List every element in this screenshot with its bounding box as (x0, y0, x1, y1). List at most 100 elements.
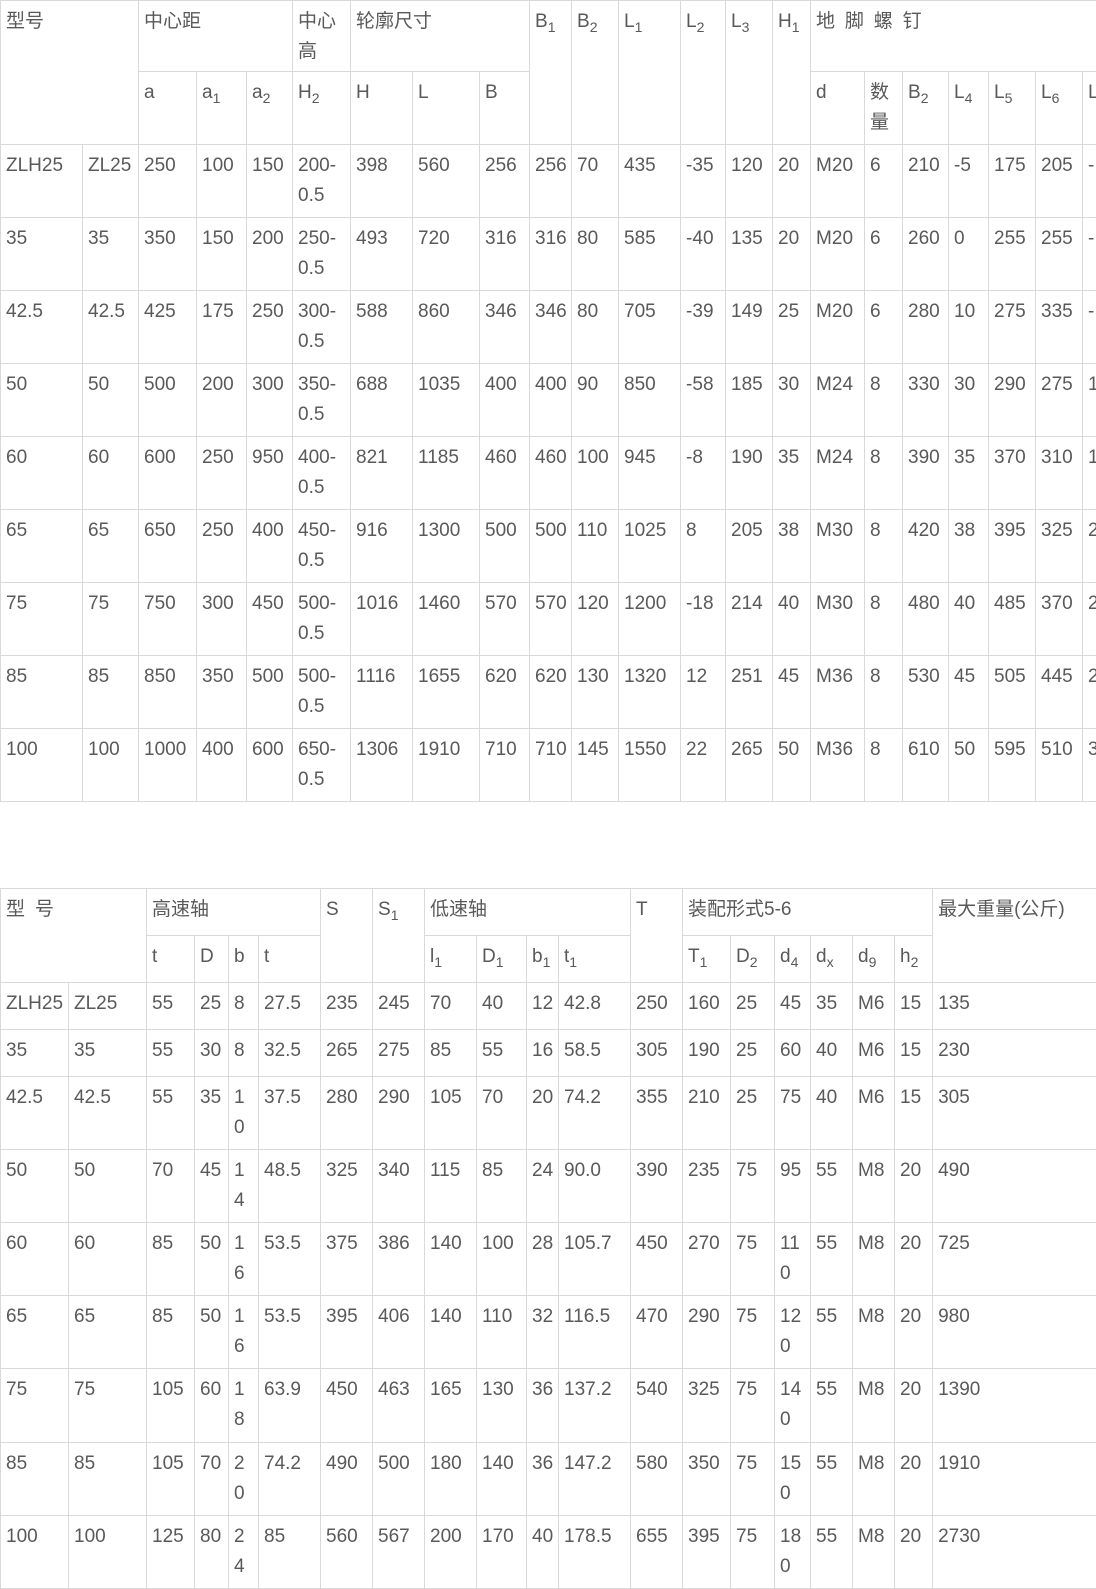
main-header-cell: 地 脚 螺 钉 (810, 0, 1096, 73)
subscript: x (826, 954, 834, 971)
table_main-cell-l: 1460 (412, 582, 481, 657)
table_main-cell-l1: 585 (618, 217, 682, 292)
table_shaft-cell-a: 35 (0, 1029, 69, 1078)
table_shaft-cell-t1: 190 (682, 1029, 732, 1078)
table_main-cell-cell: 8 (864, 436, 904, 511)
table_main-cell-b1: 400 (529, 363, 573, 438)
table_shaft-cell-cell: 135 (932, 982, 1096, 1031)
table_shaft-cell-b1: 20 (526, 1076, 560, 1151)
table_main-cell-cell: 8 (864, 582, 904, 657)
table_shaft-cell-t: 305 (630, 1029, 684, 1078)
table_main-cell-d: M20 (810, 144, 866, 219)
table_main-cell-l6: 335 (1035, 290, 1084, 365)
table_shaft-cell-t: 250 (630, 982, 684, 1031)
table_main-cell-b: 570 (479, 582, 531, 657)
table_main-cell-d: M30 (810, 509, 866, 584)
table_shaft-cell-t: 55 (146, 1076, 195, 1151)
table-row: ZLH25 ZL25 250 100 150 200-0.5 398 560 256 256 70 4… (0, 144, 1096, 219)
table_shaft-cell-b: 35 (68, 1029, 147, 1078)
table_main-cell-h: 493 (350, 217, 414, 292)
table_shaft-cell-d9: M8 (852, 1514, 896, 1589)
shaft-subheader-d2: D2 (730, 935, 776, 984)
table_main-cell-b2-foot: 610 (902, 728, 950, 803)
main-subheader-h2: H2 (292, 71, 352, 146)
table_shaft-cell-d1: 40 (476, 982, 528, 1031)
main-header-l3: L3 (725, 0, 774, 146)
table_main-cell-cell: 8 (864, 363, 904, 438)
shaft-header-row-top: 型 号高速轴 S S1 低速轴 T 装配形式5-6 最大重量(公斤) (0, 888, 1096, 984)
table_main-cell-a1: 350 (196, 655, 248, 730)
table_main-cell-cell: 6 (864, 144, 904, 219)
table_main-cell-h: 1116 (350, 655, 414, 730)
table_shaft-cell-t: 105 (146, 1368, 195, 1443)
table_main-cell-h1: 45 (772, 655, 812, 730)
table_shaft-cell-s1: 290 (372, 1076, 426, 1151)
table_main-cell-h: 398 (350, 144, 414, 219)
table_main-cell-b: 460 (479, 436, 531, 511)
table_shaft-cell-d1: 140 (476, 1441, 528, 1516)
subscript: 1 (791, 18, 800, 35)
table_shaft-cell-b: 8 (228, 1029, 259, 1078)
table_shaft-cell-l1: 200 (424, 1514, 478, 1589)
table_shaft-cell-d4: 75 (774, 1076, 812, 1151)
table_main-cell-l6: 255 (1035, 217, 1084, 292)
table-row: 42.5 42.5 55 35 10 37.5 280 290 105 70 20 74.2 355 21… (0, 1076, 1096, 1151)
table_shaft-cell-d4: 45 (774, 982, 812, 1031)
table_main-cell-l: 1300 (412, 509, 481, 584)
table-row: 42.5 42.5 425 175 250 300-0.5 588 860 346 346 80 70… (0, 290, 1096, 365)
table_main-cell-cell: 8 (864, 509, 904, 584)
table_main-cell-d: M20 (810, 217, 866, 292)
table_shaft-cell-t1: 270 (682, 1222, 732, 1297)
table_shaft-cell-dx: 55 (810, 1441, 854, 1516)
shaft-header-5-6: 装配形式5-6 (682, 888, 934, 937)
subscript: 1 (495, 954, 504, 971)
shaft-subheader-d: D (194, 935, 229, 984)
table_shaft-cell-d1: 110 (476, 1295, 528, 1370)
table_main-cell-h2: 400-0.5 (292, 436, 352, 511)
table_shaft-cell-t1: 210 (682, 1076, 732, 1151)
table_main-cell-b: 85 (81, 655, 140, 730)
table_shaft-cell-s1: 275 (372, 1029, 426, 1078)
table_main-cell-b: 256 (479, 144, 531, 219)
table_shaft-cell-b1: 32 (526, 1295, 560, 1370)
table_main-cell-l4: 0 (948, 217, 990, 292)
table_shaft-cell-d9: M6 (852, 982, 896, 1031)
table_main-cell-l6: 310 (1035, 436, 1084, 511)
table_shaft-cell-d9: M8 (852, 1149, 896, 1224)
table_main-cell-h: 821 (350, 436, 414, 511)
table_shaft-cell-s1: 340 (372, 1149, 426, 1224)
table_shaft-cell-t-2: 37.5 (257, 1076, 322, 1151)
table_main-cell-l: 560 (412, 144, 481, 219)
table_shaft-cell-a: 50 (0, 1149, 69, 1224)
table_main-cell-l5: 370 (988, 436, 1037, 511)
table_main-cell-l7: 180 (1082, 436, 1096, 511)
table_main-cell-l3: 205 (725, 509, 774, 584)
main-subheader-b2: B2 (902, 71, 950, 146)
table_shaft-cell-dx: 40 (810, 1029, 854, 1078)
table_main-cell-a2: 200 (246, 217, 294, 292)
subscript: 2 (920, 89, 929, 106)
shaft-subheader-l1: l1 (424, 935, 478, 984)
table_main-cell-l1: 1320 (618, 655, 682, 730)
table_main-cell-l7: - (1082, 144, 1096, 219)
table_shaft-cell-d2: 25 (730, 982, 776, 1031)
shaft-subheader-t: t (257, 935, 322, 984)
table_shaft-cell-d4: 110 (774, 1222, 812, 1297)
table_shaft-cell-t1: 395 (682, 1514, 732, 1589)
table_main-cell-b2: 90 (571, 363, 620, 438)
table_shaft-cell-b: 60 (68, 1222, 147, 1297)
table_main-cell-b1: 346 (529, 290, 573, 365)
table_main-cell-d: M36 (810, 728, 866, 803)
subscript: 2 (311, 89, 320, 106)
shaft-header-cell: 型 号 (0, 888, 147, 984)
table_shaft-cell-d2: 75 (730, 1149, 776, 1224)
table_shaft-cell-d: 80 (194, 1514, 229, 1589)
table_main-cell-a: 65 (0, 509, 83, 584)
table_shaft-cell-cell: 1910 (932, 1441, 1096, 1516)
table_shaft-cell-a: 65 (0, 1295, 69, 1370)
table_main-cell-l2: 12 (680, 655, 727, 730)
table_shaft-cell-s1: 567 (372, 1514, 426, 1589)
table_shaft-cell-d9: M8 (852, 1222, 896, 1297)
main-subheader-a2: a2 (246, 71, 294, 146)
table_main-cell-h1: 35 (772, 436, 812, 511)
